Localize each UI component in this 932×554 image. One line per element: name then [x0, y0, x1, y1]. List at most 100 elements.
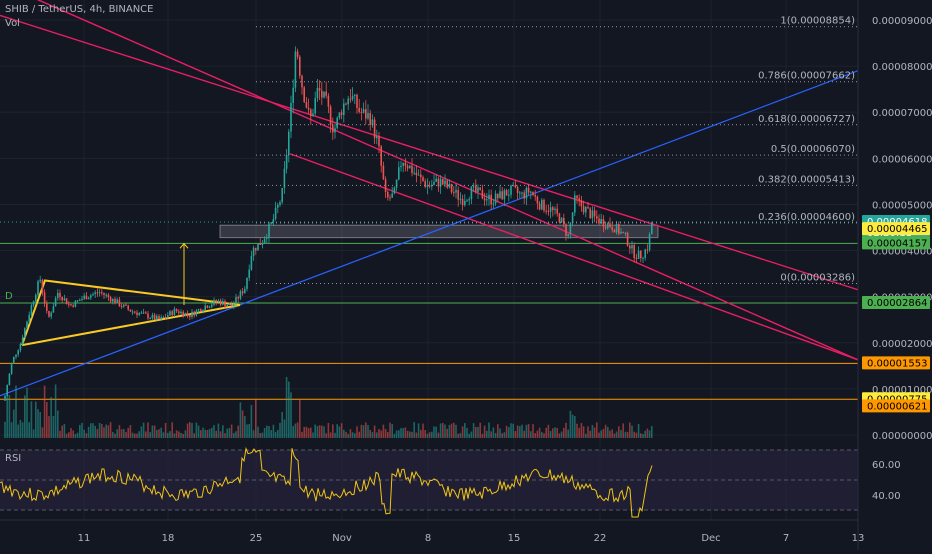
- volume-bar: [211, 427, 213, 438]
- volume-bar: [292, 425, 294, 438]
- candle-body: [274, 207, 277, 219]
- candle-body: [516, 187, 519, 194]
- candle-body: [596, 216, 598, 219]
- volume-label: Vol: [5, 18, 20, 29]
- candle-body: [244, 288, 246, 294]
- price-label-text: 0.00002864: [867, 298, 927, 309]
- volume-bar: [281, 411, 283, 438]
- candle-body: [349, 98, 352, 100]
- candle-body: [98, 292, 101, 294]
- rsi-line: [0, 446, 653, 518]
- candle-body: [312, 113, 314, 117]
- y-tick-label: 0.00000000: [872, 431, 932, 442]
- candle-body: [494, 193, 497, 204]
- rsi-label: RSI: [5, 453, 22, 464]
- volume-bar: [631, 425, 633, 438]
- candle-body: [239, 291, 242, 299]
- candle-body: [46, 303, 48, 311]
- candle-body: [32, 301, 35, 306]
- candle-body: [151, 314, 154, 319]
- volume-bar: [464, 423, 466, 438]
- candle-body: [591, 210, 594, 219]
- volume-bar: [204, 429, 206, 438]
- volume-bar: [160, 427, 162, 438]
- volume-bar: [257, 426, 259, 438]
- candle-body: [160, 317, 162, 320]
- candle-body: [213, 300, 215, 305]
- candle-body: [310, 109, 312, 117]
- candle-body: [255, 247, 257, 251]
- volume-bar: [411, 431, 413, 438]
- volume-bar: [26, 387, 28, 438]
- candle-body: [19, 344, 22, 351]
- candle-body: [26, 321, 28, 329]
- candle-body: [508, 194, 510, 196]
- volume-bar: [378, 428, 380, 438]
- candle-body: [582, 206, 585, 213]
- candle-body: [569, 223, 572, 235]
- candle-body: [338, 112, 341, 118]
- volume-bar: [435, 426, 437, 438]
- volume-bar: [618, 426, 620, 438]
- candle-body: [549, 207, 552, 212]
- candle-body: [200, 309, 202, 312]
- volume-bar: [318, 425, 321, 438]
- volume-bar: [92, 423, 94, 438]
- price-label-text: 0.00000621: [867, 401, 927, 412]
- volume-bar: [519, 426, 521, 438]
- volume-bar: [490, 431, 492, 438]
- volume-bar: [259, 433, 261, 438]
- volume-bar: [549, 431, 552, 438]
- candle-body: [134, 311, 136, 313]
- volume-bar: [543, 433, 545, 438]
- volume-bar: [635, 432, 638, 438]
- candle-body: [129, 309, 132, 312]
- candle-body: [464, 200, 466, 206]
- candle-body: [250, 256, 253, 270]
- y-tick-label: 0.00001000: [872, 385, 932, 396]
- candle-body: [428, 185, 431, 187]
- price-label-text: 0.00004465: [867, 224, 927, 235]
- volume-bar: [101, 424, 103, 438]
- candle-body: [543, 199, 545, 211]
- candle-body: [307, 107, 310, 110]
- volume-bar: [290, 392, 292, 438]
- volume-bar: [620, 429, 622, 438]
- volume-bar: [127, 427, 129, 438]
- candle-body: [486, 199, 488, 201]
- volume-bar: [59, 430, 61, 438]
- volume-bar: [629, 422, 631, 438]
- candle-body: [420, 174, 422, 178]
- candle-body: [450, 183, 453, 193]
- candle-body: [94, 292, 96, 295]
- volume-bar: [426, 433, 429, 438]
- volume-bar: [351, 432, 354, 438]
- candle-body: [490, 194, 492, 205]
- candle-body: [171, 311, 173, 315]
- candle-body: [92, 294, 94, 296]
- price-label-bg: [862, 356, 930, 370]
- volume-bar: [433, 426, 435, 438]
- volume-bar: [508, 427, 510, 438]
- price-label-text: 0.00004157: [867, 238, 927, 249]
- volume-bar: [521, 424, 523, 438]
- volume-bar: [413, 422, 415, 438]
- volume-bar: [79, 424, 81, 438]
- candle-body: [292, 87, 294, 103]
- candle-body: [547, 210, 550, 212]
- volume-bar: [358, 431, 360, 438]
- volume-bar: [52, 416, 55, 438]
- candle-body: [235, 297, 237, 304]
- candle-body: [197, 309, 200, 311]
- volume-bar: [140, 426, 143, 438]
- volume-bar: [329, 432, 332, 438]
- x-tick-label: 11: [78, 533, 91, 544]
- candle-body: [609, 223, 611, 228]
- volume-bar: [200, 430, 202, 438]
- candle-body: [347, 98, 349, 105]
- candle-body: [180, 311, 182, 314]
- volume-bar: [600, 430, 602, 438]
- volume-bar: [85, 433, 88, 438]
